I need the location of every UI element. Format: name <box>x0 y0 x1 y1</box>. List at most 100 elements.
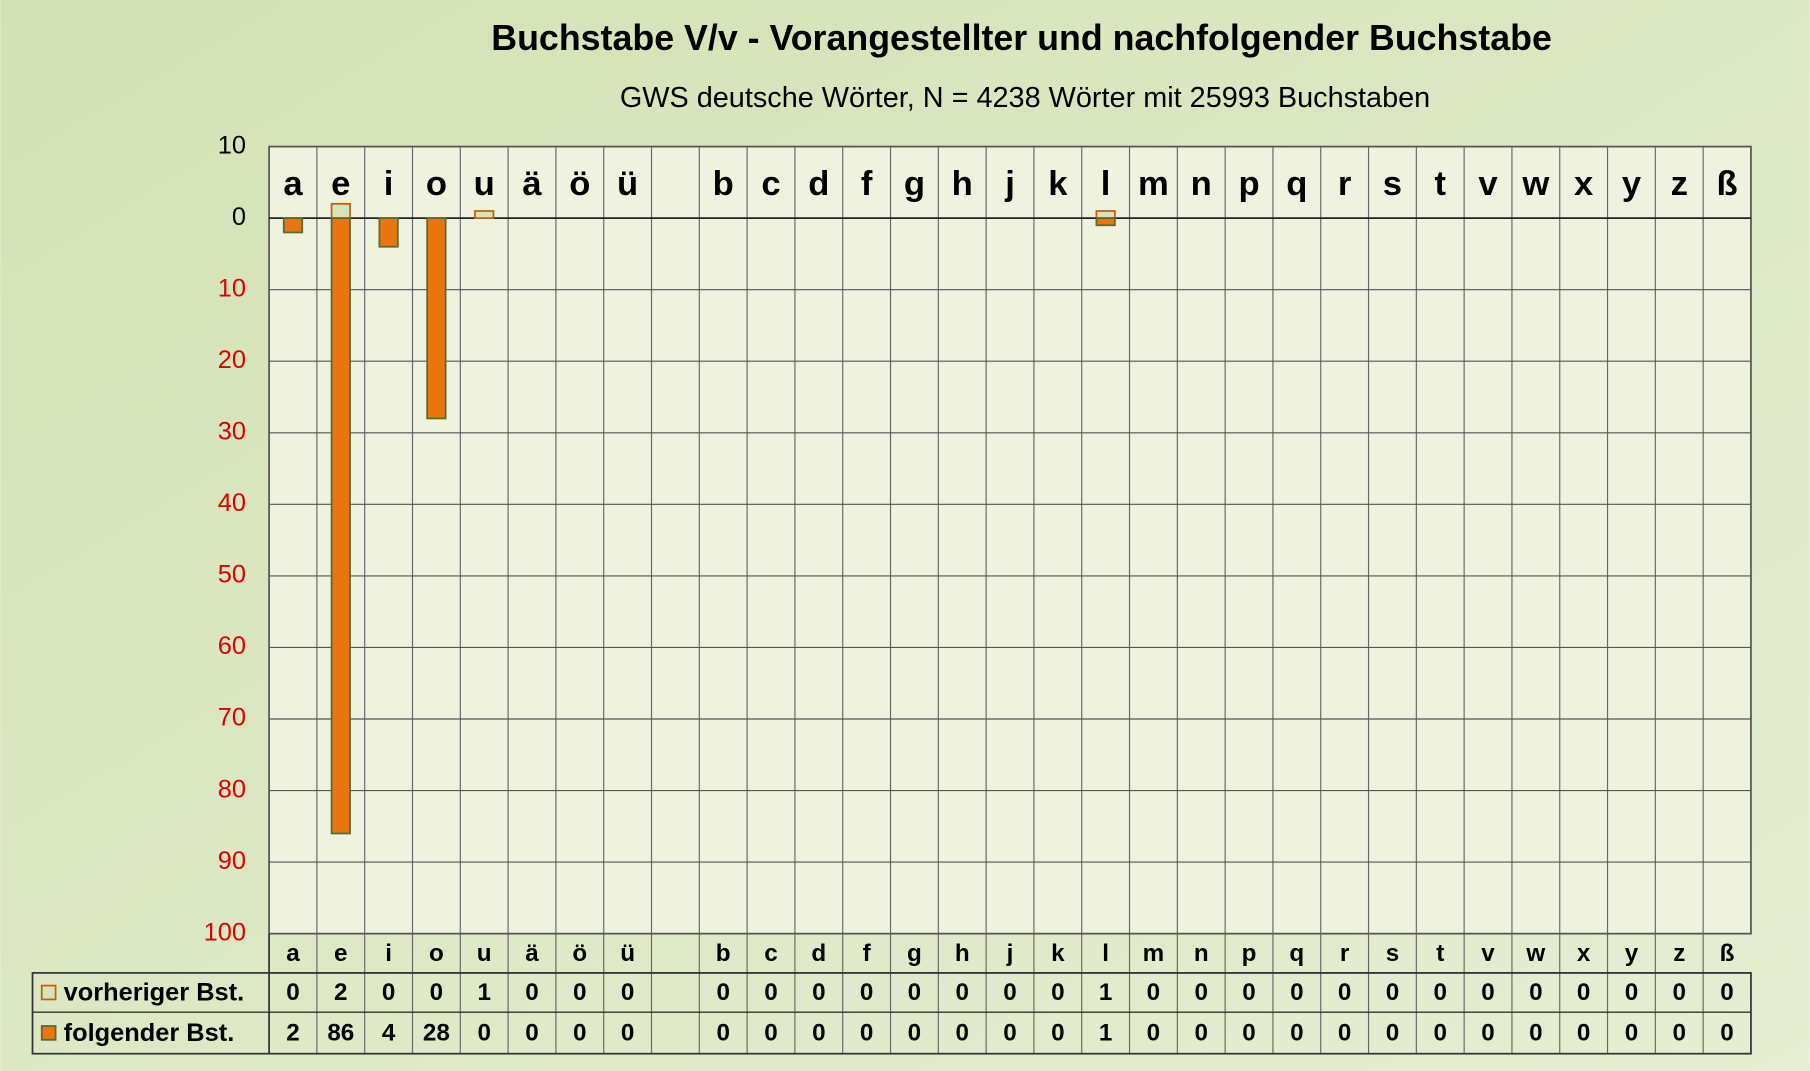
category-label-top: r <box>1338 165 1351 203</box>
y-tick-label: 60 <box>218 632 246 660</box>
y-tick-label: 10 <box>218 131 246 159</box>
table-value: 86 <box>327 1019 354 1046</box>
category-label-top: t <box>1434 165 1446 203</box>
table-value: 0 <box>1386 979 1399 1006</box>
category-label-top: f <box>861 165 873 203</box>
table-value: 0 <box>955 1019 968 1046</box>
category-label-top: g <box>904 165 925 203</box>
table-value: 1 <box>1099 1019 1112 1046</box>
table-value: 0 <box>860 979 873 1006</box>
x-tick-label: x <box>1577 940 1591 967</box>
table-value: 0 <box>1003 1019 1016 1046</box>
bar <box>378 217 399 248</box>
y-tick-label: 50 <box>218 561 246 589</box>
category-label-top: j <box>1004 165 1015 203</box>
table-value: 0 <box>621 979 634 1006</box>
bar <box>282 217 304 234</box>
table-value: 0 <box>1003 979 1016 1006</box>
table-value: 0 <box>812 979 825 1006</box>
x-tick-label: ä <box>525 940 539 967</box>
x-tick-label: n <box>1194 940 1209 967</box>
category-label-top: i <box>384 165 394 203</box>
x-tick-label: ö <box>572 940 587 967</box>
x-tick-label: z <box>1673 940 1685 967</box>
x-tick-label: w <box>1525 940 1545 967</box>
table-value: 0 <box>573 1019 586 1046</box>
x-tick-label: v <box>1481 940 1495 967</box>
bar <box>1095 210 1116 219</box>
bar <box>474 210 495 219</box>
table-value: 0 <box>1194 979 1207 1006</box>
y-tick-label: 40 <box>218 489 246 517</box>
x-tick-label: c <box>764 940 777 967</box>
x-tick-label: g <box>907 940 922 967</box>
table-value: 0 <box>1481 1019 1494 1046</box>
table-value: 0 <box>1338 1019 1351 1046</box>
table-value: 0 <box>1433 979 1446 1006</box>
category-label-top: l <box>1101 165 1111 203</box>
table-value: 0 <box>1147 1019 1160 1046</box>
table-value: 0 <box>525 1019 538 1046</box>
category-label-top: u <box>474 165 495 203</box>
category-label-top: a <box>283 165 303 203</box>
category-label-top: x <box>1574 165 1593 203</box>
table-value: 0 <box>621 1019 634 1046</box>
bar <box>330 217 351 835</box>
x-tick-label: ü <box>620 940 635 967</box>
table-value: 0 <box>1290 979 1303 1006</box>
category-label-top: y <box>1622 165 1642 203</box>
table-value: 0 <box>764 979 777 1006</box>
category-label-top: q <box>1286 165 1307 203</box>
y-tick-label: 100 <box>204 918 246 946</box>
x-tick-label: q <box>1289 940 1304 967</box>
category-label-top: d <box>808 165 829 203</box>
table-value: 2 <box>286 1019 299 1046</box>
x-tick-label: u <box>477 940 492 967</box>
category-label-top: o <box>426 165 447 203</box>
x-tick-label: m <box>1143 940 1165 967</box>
table-value: 0 <box>1290 1019 1303 1046</box>
table-value: 0 <box>1625 979 1638 1006</box>
x-tick-label: e <box>334 940 347 967</box>
category-label-top: ö <box>569 165 590 203</box>
category-label-top: ü <box>617 165 638 203</box>
category-label-top: s <box>1383 165 1402 203</box>
y-tick-label: 20 <box>218 346 246 374</box>
table-value: 0 <box>908 1019 921 1046</box>
x-tick-label: h <box>955 940 970 967</box>
table-value: 0 <box>1625 1019 1638 1046</box>
x-tick-label: j <box>1006 940 1014 967</box>
bar <box>330 202 351 219</box>
table-value: 0 <box>716 1019 729 1046</box>
y-tick-label: 10 <box>218 274 246 302</box>
y-tick-label: 30 <box>218 417 246 445</box>
x-tick-label: t <box>1436 940 1444 967</box>
chart-subtitle: GWS deutsche Wörter, N = 4238 Wörter mit… <box>620 82 1430 114</box>
table-value: 0 <box>1433 1019 1446 1046</box>
table-value: 0 <box>1577 1019 1590 1046</box>
category-label-top: p <box>1238 165 1259 203</box>
table-value: 0 <box>716 979 729 1006</box>
chart-title: Buchstabe V/v - Vorangestellter und nach… <box>491 18 1552 58</box>
table-value: 0 <box>1338 979 1351 1006</box>
table-value: 0 <box>860 1019 873 1046</box>
x-tick-label: s <box>1386 940 1399 967</box>
category-label-top: n <box>1191 165 1212 203</box>
x-tick-label: d <box>811 940 826 967</box>
legend-swatch <box>40 1025 57 1041</box>
table-value: 0 <box>908 979 921 1006</box>
table-value: 0 <box>1673 1019 1686 1046</box>
table-value: 0 <box>812 1019 825 1046</box>
table-value: 0 <box>1577 979 1590 1006</box>
y-tick-label: 70 <box>218 704 246 732</box>
x-tick-label: a <box>286 940 300 967</box>
category-label-top: e <box>331 165 350 203</box>
legend-label: vorheriger Bst. <box>64 978 245 1006</box>
bar <box>1095 217 1116 227</box>
table-value: 0 <box>1481 979 1494 1006</box>
table-value: 0 <box>1051 1019 1064 1046</box>
table-value: 1 <box>477 979 490 1006</box>
y-tick-label: 90 <box>218 847 246 875</box>
x-tick-label: k <box>1051 940 1065 967</box>
